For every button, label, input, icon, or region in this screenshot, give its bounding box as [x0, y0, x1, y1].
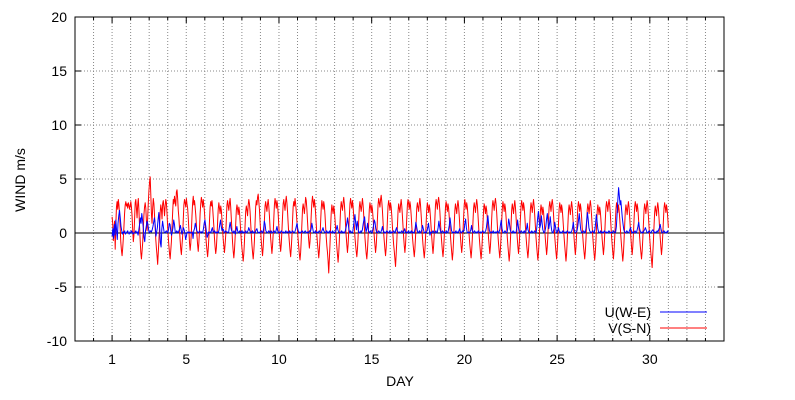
- y-axis-label: WIND m/s: [12, 148, 28, 212]
- x-tick-label: 5: [182, 351, 190, 367]
- y-tick-label: 0: [59, 225, 67, 241]
- y-tick-label: 15: [51, 63, 67, 79]
- y-tick-labels: -10 -5 0 5 10 15 20: [47, 9, 67, 349]
- legend-label: U(W-E): [605, 304, 651, 320]
- y-tick-label: 20: [51, 9, 67, 25]
- series-lines: [111, 176, 669, 274]
- y-tick-label: 10: [51, 117, 67, 133]
- axis-ticks: [75, 16, 724, 342]
- series-line-u-w-e: [111, 187, 669, 248]
- legend-label: V(S-N): [608, 320, 651, 336]
- legend: U(W-E)V(S-N): [605, 304, 707, 336]
- x-tick-label: 1: [108, 351, 116, 367]
- y-tick-label: 5: [59, 171, 67, 187]
- series-line-v-s-n: [111, 176, 669, 274]
- x-axis-label: DAY: [386, 373, 414, 389]
- y-tick-label: -10: [47, 333, 67, 349]
- x-tick-labels: 1 5 10 15 20 25 30: [108, 351, 658, 367]
- y-tick-label: -5: [55, 279, 68, 295]
- x-tick-label: 25: [549, 351, 565, 367]
- x-tick-label: 30: [642, 351, 658, 367]
- grid: [75, 17, 724, 341]
- x-tick-label: 10: [271, 351, 287, 367]
- x-tick-label: 20: [457, 351, 473, 367]
- x-tick-label: 15: [364, 351, 380, 367]
